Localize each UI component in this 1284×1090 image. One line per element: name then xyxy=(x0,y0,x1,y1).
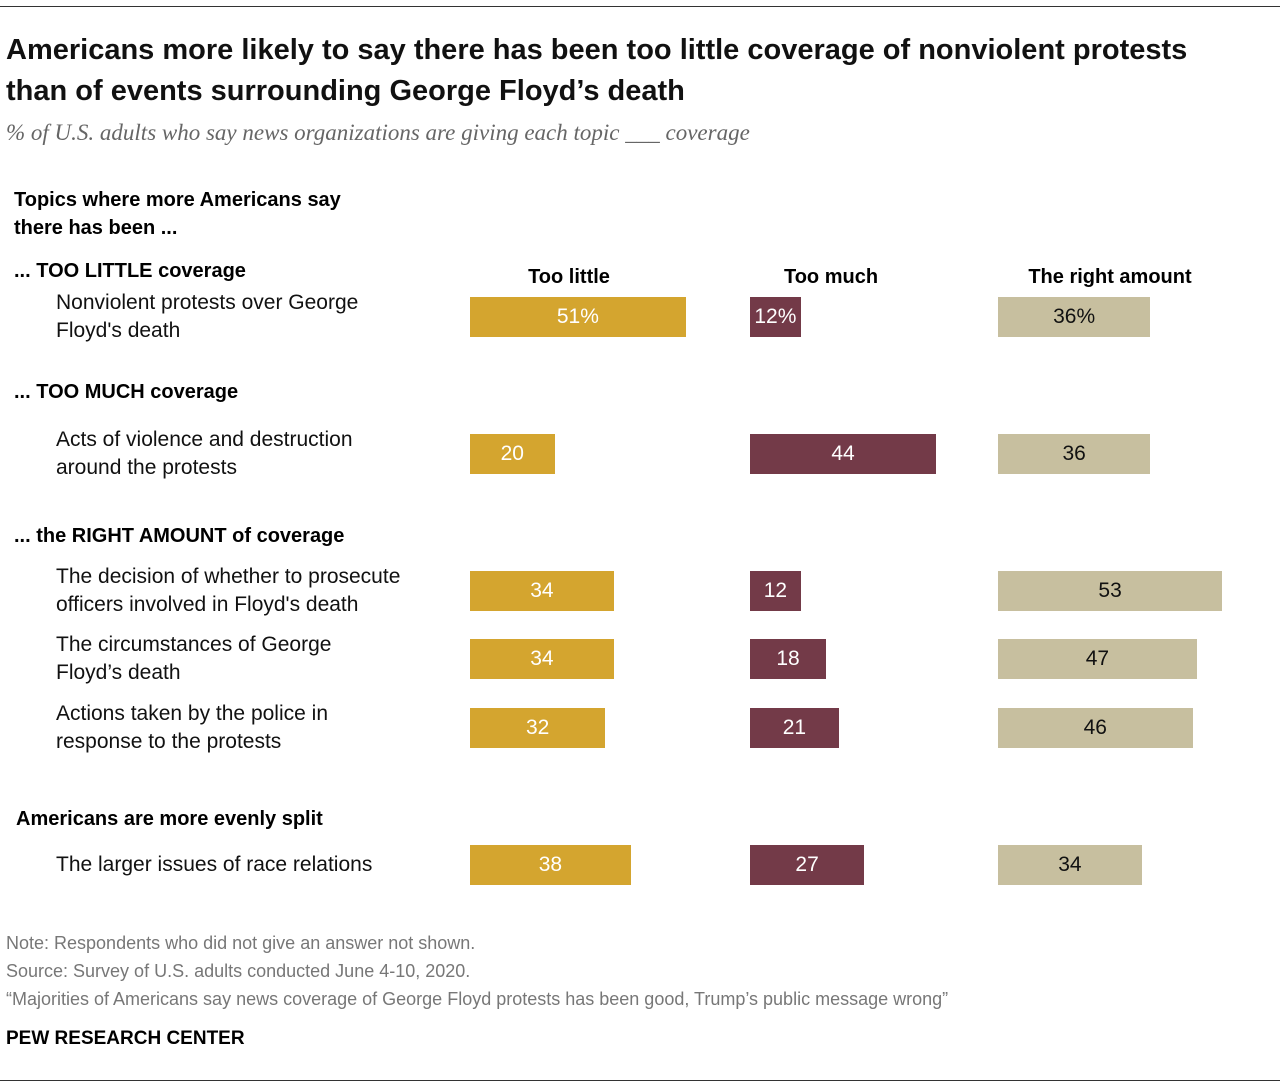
category-label: Actions taken by the police in response … xyxy=(56,702,328,753)
bar: 20 xyxy=(470,434,555,474)
value-label: 36% xyxy=(1053,305,1096,328)
legend-label: The right amount xyxy=(1028,266,1192,288)
group-label: ... TOO MUCH coverage xyxy=(14,381,239,403)
category-label: The larger issues of race relations xyxy=(56,853,373,876)
value-label: 12% xyxy=(754,305,797,328)
bar: 53 xyxy=(998,571,1223,611)
bar: 21 xyxy=(750,708,839,748)
report: “Majorities of Americans say news covera… xyxy=(6,989,949,1009)
bar: 12 xyxy=(750,571,801,611)
subtitle: % of U.S. adults who say news organizati… xyxy=(6,120,750,145)
bar: 36% xyxy=(998,297,1151,337)
bar: 34 xyxy=(998,845,1142,885)
value-label: 38 xyxy=(538,853,563,876)
value-label: 21 xyxy=(782,716,807,739)
bar: 34 xyxy=(470,571,614,611)
category-label: The circumstances of George Floyd’s deat… xyxy=(56,633,332,684)
source: Source: Survey of U.S. adults conducted … xyxy=(6,961,471,981)
category-label: The decision of whether to prosecute off… xyxy=(56,565,401,616)
value-label: 53 xyxy=(1098,579,1122,602)
value-label: 36 xyxy=(1062,442,1086,465)
bottom-rule xyxy=(0,1080,1280,1081)
bar: 46 xyxy=(998,708,1193,748)
value-label: 20 xyxy=(500,442,524,465)
group-label: ... the RIGHT AMOUNT of coverage xyxy=(14,525,345,547)
category-label: Acts of violence and destruction around … xyxy=(56,428,353,479)
bar: 38 xyxy=(470,845,631,885)
bar: 51% xyxy=(470,297,686,337)
group-label: ... TOO LITTLE coverage xyxy=(14,260,246,282)
value-label: 47 xyxy=(1085,647,1110,670)
bar: 34 xyxy=(470,639,614,679)
value-label: 32 xyxy=(526,716,550,739)
value-label: 51% xyxy=(556,305,599,328)
legend-label: Too much xyxy=(783,266,879,288)
value-label: 44 xyxy=(831,442,855,465)
bar: 36 xyxy=(998,434,1151,474)
bar: 18 xyxy=(750,639,827,679)
legend-label: Too little xyxy=(528,266,610,288)
bar: 32 xyxy=(470,708,606,748)
credit: PEW RESEARCH CENTER xyxy=(6,1028,245,1049)
value-label: 18 xyxy=(776,647,800,670)
category-label: Nonviolent protests over George Floyd's … xyxy=(56,291,359,342)
group-label: Americans are more evenly split xyxy=(16,808,323,830)
note: Note: Respondents who did not give an an… xyxy=(6,933,476,953)
bar: 27 xyxy=(750,845,865,885)
value-label: 34 xyxy=(1058,853,1082,876)
top-rule xyxy=(0,6,1280,7)
value-label: 34 xyxy=(530,579,554,602)
chart-title: Americans more likely to say there has b… xyxy=(6,34,1188,107)
value-label: 27 xyxy=(795,853,819,876)
bar: 47 xyxy=(998,639,1197,679)
bar: 12% xyxy=(750,297,801,337)
bar: 44 xyxy=(750,434,937,474)
value-label: 46 xyxy=(1083,716,1107,739)
value-label: 34 xyxy=(530,647,554,670)
value-label: 12 xyxy=(763,579,788,602)
groups-heading: Topics where more Americans say there ha… xyxy=(14,189,341,239)
